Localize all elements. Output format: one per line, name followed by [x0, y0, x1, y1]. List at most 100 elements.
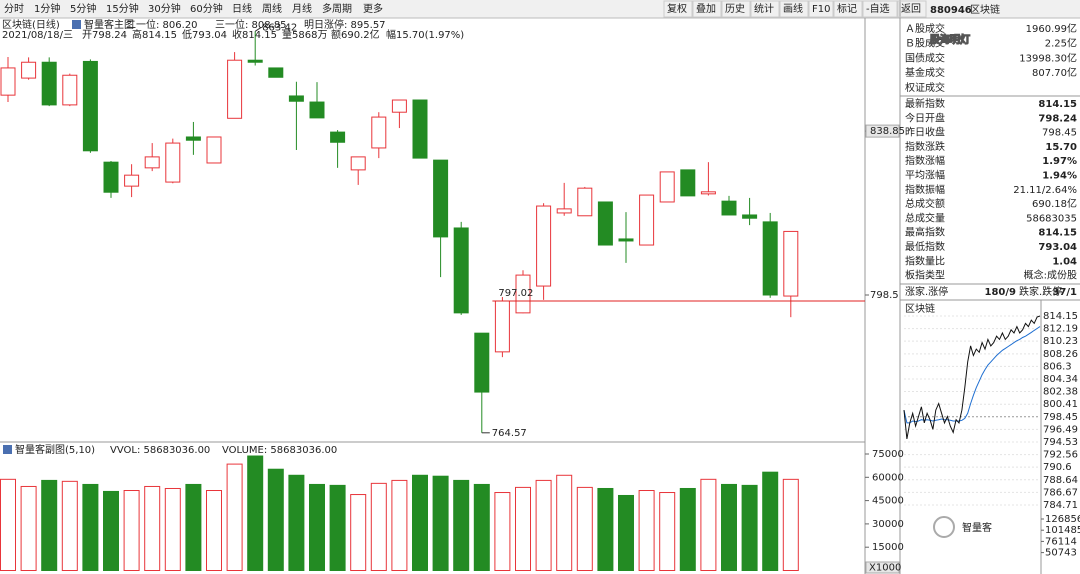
indicator-icon — [3, 445, 12, 454]
volume-bar — [164, 487, 181, 572]
candle-body — [165, 142, 181, 183]
y-tick-label: 810.23 — [1043, 336, 1078, 347]
quote-label: 总成交量 — [905, 211, 945, 224]
volume-value: VVOL: 58683036.00 — [110, 445, 210, 456]
volume-bar — [494, 492, 511, 572]
volume-bar — [206, 490, 222, 571]
toolbar-button[interactable]: -自选 — [866, 2, 890, 15]
volume-bar — [432, 475, 449, 572]
y-tick-label: 802.38 — [1043, 387, 1078, 398]
y-tick-label: 800.41 — [1043, 399, 1078, 410]
candle-body — [103, 161, 119, 193]
quote-label: 权证成交 — [905, 81, 945, 94]
toolbar-tab[interactable]: 周线 — [262, 2, 282, 15]
info-item: 低793.04 — [182, 28, 227, 41]
candle-body — [639, 194, 655, 246]
toolbar-button[interactable]: 复权 — [667, 2, 687, 15]
candle-body — [453, 227, 469, 314]
toolbar-tab[interactable]: 30分钟 — [148, 2, 181, 15]
candle-body — [330, 131, 346, 143]
toolbar-button[interactable]: 叠加 — [696, 3, 716, 15]
quote-value: 15.70 — [1045, 142, 1077, 153]
y-tick-label: 45000 — [872, 496, 904, 507]
volume-bar — [453, 479, 470, 572]
y-tick-label: 784.71 — [1043, 500, 1078, 511]
candle-body — [577, 187, 593, 217]
y-tick-label: 75000 — [872, 449, 904, 460]
candle-body — [659, 171, 675, 203]
toolbar-button[interactable]: 统计 — [754, 2, 774, 15]
volume-bar — [782, 478, 799, 571]
toolbar-tab[interactable]: 15分钟 — [106, 2, 139, 15]
toolbar-tab[interactable]: 月线 — [292, 2, 312, 15]
breadth-value: 180/9 — [985, 287, 1017, 298]
volume-bar — [700, 478, 717, 571]
volume-bar — [618, 494, 634, 571]
quote-code: 880946 — [930, 5, 972, 16]
quote-label: 总成交额 — [905, 197, 945, 210]
info-item: 幅15.70(1.97%) — [386, 28, 464, 41]
toolbar-tab[interactable]: 60分钟 — [190, 2, 223, 15]
volume-bar — [535, 479, 552, 572]
toolbar-button[interactable]: 返回 — [901, 3, 921, 15]
toolbar-tab[interactable]: 5分钟 — [70, 2, 96, 15]
candle-body — [227, 59, 243, 119]
toolbar-button[interactable]: F10 — [812, 4, 830, 15]
y-tick-label: 15000 — [872, 542, 904, 553]
toolbar-button[interactable]: 历史 — [725, 3, 745, 15]
quote-value: 793.04 — [1038, 242, 1077, 253]
info-item: 收814.15 — [232, 28, 277, 41]
quote-label: Ａ股成交 — [905, 22, 945, 35]
info-item: 量5868万 — [282, 29, 327, 41]
info-item: 开798.24 — [82, 30, 127, 41]
volume-bar — [679, 487, 696, 572]
volume-bar — [123, 490, 140, 571]
candle-body — [597, 201, 613, 246]
toolbar-tab[interactable]: 更多 — [363, 2, 383, 15]
toolbar-tab[interactable]: 日线 — [232, 2, 252, 15]
toolbar-button-frame — [779, 0, 809, 18]
quote-value: 807.70亿 — [1032, 66, 1077, 79]
volume-bar — [0, 478, 16, 571]
volume-bar — [412, 474, 428, 571]
volume-bar — [473, 483, 490, 572]
toolbar-tab[interactable]: 1分钟 — [34, 2, 60, 15]
candle-body — [41, 61, 57, 106]
candle-body — [783, 230, 799, 297]
toolbar-button-frame — [692, 0, 722, 18]
toolbar-button[interactable]: 标记 — [837, 3, 857, 15]
candle-body — [391, 99, 407, 113]
volume-bar — [391, 479, 408, 572]
avg-line — [903, 326, 1041, 424]
mini-title: 区块链 — [905, 302, 935, 315]
toolbar-button-frame — [862, 0, 898, 18]
volume-bar — [41, 479, 58, 572]
candle-body — [433, 159, 449, 238]
candle-body — [515, 274, 531, 314]
y-tick-label: 30000 — [872, 519, 904, 530]
quote-value: 814.15 — [1038, 228, 1077, 239]
volume-bar — [288, 474, 305, 571]
volume-title: 智量客副图(5,10) — [15, 443, 95, 456]
toolbar-tab[interactable]: 多周期 — [322, 2, 352, 15]
y-tick-label: 796.49 — [1043, 424, 1078, 435]
volume-bar — [103, 490, 119, 571]
y-tick-label: 814.15 — [1043, 311, 1078, 322]
candle-body — [82, 60, 98, 152]
y-tick-label: 101485 — [1045, 525, 1080, 536]
candle-body — [680, 169, 696, 197]
quote-value: 21.11/2.64% — [1013, 185, 1077, 196]
volume-bar — [61, 480, 78, 571]
volume-unit: X1000 — [869, 563, 901, 574]
indicator-value: 明日涨停: 895.57 — [304, 18, 386, 31]
indicator-icon — [72, 20, 81, 29]
watermark: 股海明灯 — [930, 33, 970, 46]
toolbar-button[interactable]: 画线 — [783, 2, 803, 15]
indicator-value: 三一位: 808.85 — [215, 18, 287, 31]
toolbar-tab[interactable]: 分时 — [4, 3, 24, 15]
y-tick-label: 838.85 — [870, 126, 905, 137]
candle-body — [762, 221, 778, 296]
watermark-icon — [933, 516, 955, 538]
candle-body — [700, 191, 716, 195]
quote-label: 今日开盘 — [905, 111, 945, 124]
